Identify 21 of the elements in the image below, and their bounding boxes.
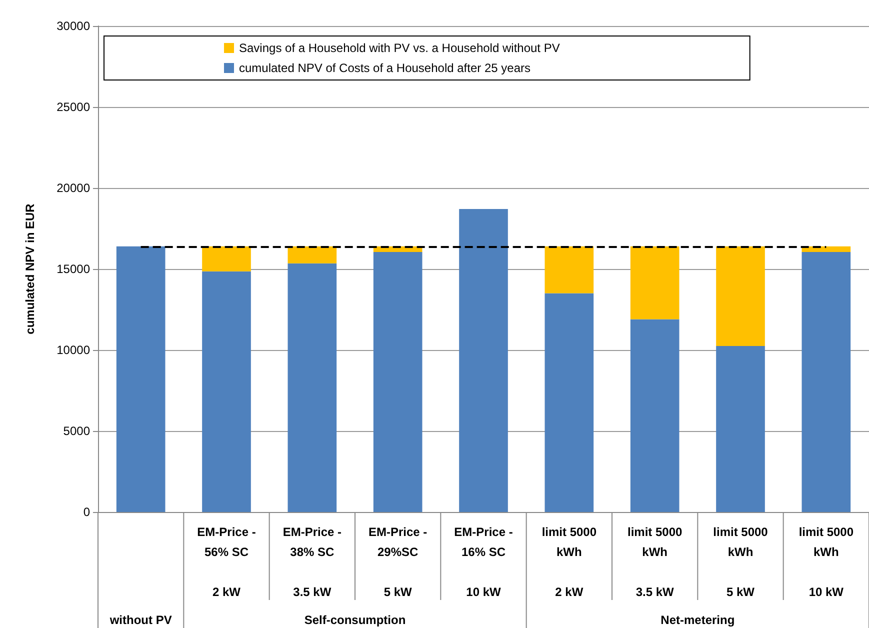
legend-label: Savings of a Household with PV vs. a Household without PV <box>239 41 560 55</box>
y-tick-label: 30000 <box>56 19 90 33</box>
y-tick-label: 20000 <box>56 181 90 195</box>
text: Net-metering <box>660 613 735 627</box>
category-label: EM-Price - 29%SC 5 kW <box>368 525 428 599</box>
y-axis-title: cumulated NPV in EUR <box>23 203 37 334</box>
y-tick-label: 25000 <box>56 100 90 114</box>
category-label: EM-Price - 56% SC 2 kW <box>197 525 256 599</box>
text: without PV <box>108 613 172 627</box>
y-tick-label: 15000 <box>56 262 90 276</box>
legend-label: cumulated NPV of Costs of a Household after 25 years <box>239 61 530 75</box>
category-label: EM-Price - 16% SC 10 kW <box>454 525 513 599</box>
category-label: EM-Price - 38% SC 3.5 kW <box>282 525 342 599</box>
category-label: limit 5000 kWh 10 kW <box>798 525 854 599</box>
text: Self-consumption <box>304 613 406 627</box>
y-tick-label: 5000 <box>63 424 90 438</box>
category-label: limit 5000 kWh 5 kW <box>713 525 768 599</box>
category-label: limit 5000 kWh 3.5 kW <box>627 525 682 599</box>
y-tick-label: 10000 <box>56 343 90 357</box>
category-label: limit 5000 kWh 2 kW <box>542 525 597 599</box>
y-tick-label: 0 <box>83 505 90 519</box>
